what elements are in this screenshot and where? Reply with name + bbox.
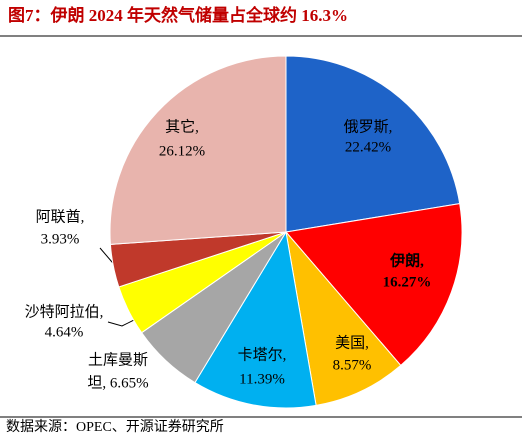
source-note: 数据来源：OPEC、开源证券研究所	[6, 419, 224, 435]
pie-slice	[285, 230, 402, 406]
slices	[109, 55, 463, 409]
value-label: 16.27%	[383, 274, 432, 290]
slice-label: 其它,	[165, 117, 199, 135]
slice-label: 美国,	[335, 334, 369, 351]
pie-slice	[109, 55, 287, 245]
value-label: 3.93%	[41, 231, 80, 247]
value-label: 8.57%	[333, 357, 372, 373]
slice-label: 伊朗,	[389, 251, 424, 269]
slice-label: 土库曼斯	[88, 351, 148, 368]
slice-label: 阿联酋,	[36, 207, 85, 225]
slice-label: 俄罗斯,	[344, 118, 393, 135]
value-label: 4.64%	[45, 324, 84, 340]
value-label: 11.39%	[239, 371, 285, 387]
pie-slice	[285, 203, 463, 367]
value-label: 26.12%	[159, 143, 205, 159]
value-label: 22.42%	[345, 139, 391, 155]
slice-label: 卡塔尔,	[238, 346, 287, 363]
chart-title: 图7：伊朗 2024 年天然气储量占全球约 16.3%	[8, 5, 348, 25]
value-label: 坦, 6.65%	[87, 374, 148, 391]
slice-label: 沙特阿拉伯,	[25, 303, 104, 320]
pie-slice	[285, 55, 461, 233]
pie-slice	[194, 230, 317, 409]
